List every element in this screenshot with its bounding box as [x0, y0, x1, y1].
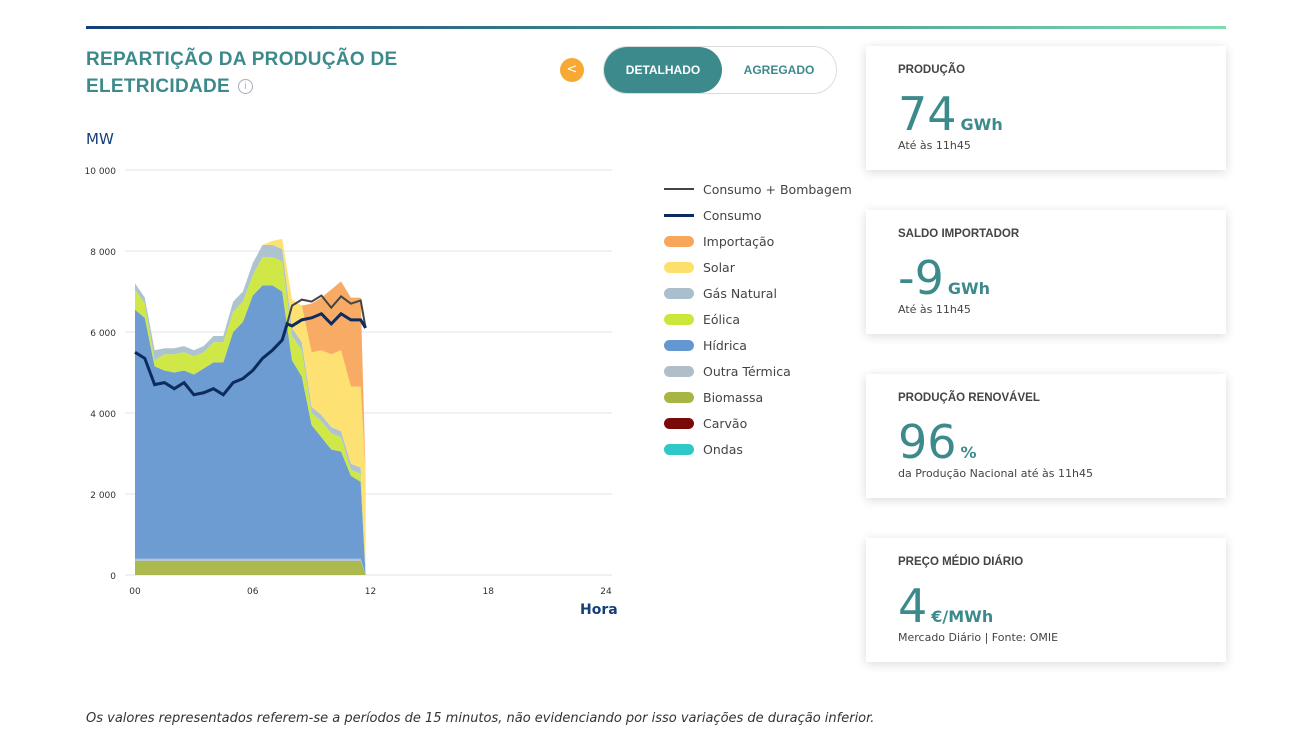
legend-swatch	[664, 213, 694, 217]
legend-swatch	[664, 188, 694, 190]
legend-label: Importação	[703, 233, 775, 249]
legend-label: Hídrica	[703, 337, 747, 353]
y-tick-label: 0	[110, 572, 116, 582]
legend-label: Consumo + Bombagem	[703, 181, 852, 197]
share-button[interactable]: <	[560, 58, 584, 82]
legend-item[interactable]: Carvão	[664, 410, 852, 436]
legend-item[interactable]: Hídrica	[664, 332, 852, 358]
line-consumo-bombagem	[286, 294, 367, 329]
legend-swatch	[664, 391, 694, 403]
card-label: PREÇO MÉDIO DIÁRIO	[898, 556, 1024, 568]
legend-label: Carvão	[703, 415, 748, 431]
area-biomassa	[135, 560, 366, 575]
title-line-2: ELETRICIDADE	[86, 76, 230, 97]
title-line-1: REPARTIÇÃO DA PRODUÇÃO DE	[86, 49, 398, 70]
card-value: -9 GWh	[898, 251, 991, 305]
card-sub: da Produção Nacional até às 11h45	[898, 467, 1093, 480]
legend-item[interactable]: Solar	[664, 254, 852, 280]
legend-label: Consumo	[703, 207, 762, 223]
legend-item[interactable]: Gás Natural	[664, 280, 852, 306]
legend-label: Outra Térmica	[703, 363, 791, 379]
card-producao-renovavel: PRODUÇÃO RENOVÁVEL 96% da Produção Naciona…	[866, 374, 1226, 498]
legend-item[interactable]: Ondas	[664, 436, 852, 462]
legend-item[interactable]: Importação	[664, 228, 852, 254]
card-sub: Até às 11h45	[898, 139, 971, 152]
legend-swatch	[664, 443, 694, 455]
card-value: 74 GWh	[898, 87, 1003, 141]
x-tick-label: 12	[365, 587, 376, 597]
card-producao: PRODUÇÃO 74 GWh Até às 11h45	[866, 46, 1226, 170]
legend-item[interactable]: Outra Térmica	[664, 358, 852, 384]
x-tick-label: 06	[247, 587, 259, 597]
legend-label: Ondas	[703, 441, 743, 457]
y-tick-label: 8 000	[90, 248, 116, 258]
card-saldo-importador: SALDO IMPORTADOR -9 GWh Até às 11h45	[866, 210, 1226, 334]
card-sub: Até às 11h45	[898, 303, 971, 316]
x-tick-label: 18	[483, 587, 495, 597]
line-consumo	[134, 311, 367, 397]
legend-item[interactable]: Consumo	[664, 202, 852, 228]
view-toggle: DETALHADO AGREGADO	[603, 46, 837, 94]
area-solar	[135, 238, 366, 575]
top-accent-bar	[86, 26, 1226, 29]
x-axis-label: Hora	[580, 602, 618, 618]
legend-swatch	[664, 417, 694, 429]
card-preco-medio: PREÇO MÉDIO DIÁRIO 4 €/MWh Mercado Diário |…	[866, 538, 1226, 662]
legend-swatch	[664, 365, 694, 377]
card-value: 96%	[898, 415, 977, 469]
legend-item[interactable]: Biomassa	[664, 384, 852, 410]
legend-item[interactable]: Eólica	[664, 306, 852, 332]
legend-label: Biomassa	[703, 389, 764, 405]
x-tick-label: 00	[129, 587, 141, 597]
footnote: Os valores representados referem-se a pe…	[86, 711, 875, 726]
area-h-drica	[135, 285, 366, 575]
tab-detalhado[interactable]: DETALHADO	[604, 47, 722, 93]
legend-swatch	[664, 287, 694, 299]
y-tick-label: 4 000	[90, 410, 116, 420]
legend-label: Solar	[703, 259, 735, 275]
card-label: PRODUÇÃO RENOVÁVEL	[898, 392, 1040, 404]
tab-agregado[interactable]: AGREGADO	[743, 63, 815, 77]
y-axis-label: MW	[86, 130, 114, 148]
y-tick-label: 6 000	[90, 329, 116, 339]
legend-label: Gás Natural	[703, 285, 777, 301]
y-tick-label: 10 000	[85, 167, 117, 177]
legend-swatch	[664, 261, 694, 273]
legend-swatch	[664, 339, 694, 351]
legend-swatch	[664, 235, 694, 247]
card-label: SALDO IMPORTADOR	[898, 228, 1020, 240]
legend-swatch	[664, 313, 694, 325]
x-tick-label: 24	[600, 587, 612, 597]
chart-legend: Consumo + Bombagem Consumo Importação Solar…	[664, 176, 852, 462]
card-label: PRODUÇÃO	[898, 64, 966, 76]
area-outra-t-rmica	[135, 558, 366, 575]
y-tick-label: 2 000	[90, 491, 116, 501]
info-icon[interactable]: i	[238, 79, 253, 95]
card-value: 4 €/MWh	[898, 579, 994, 633]
legend-item[interactable]: Consumo + Bombagem	[664, 176, 852, 202]
page-title: REPARTIÇÃO DA PRODUÇÃO DE ELETRICIDADE i	[86, 46, 398, 100]
card-sub: Mercado Diário | Fonte: OMIE	[898, 631, 1059, 644]
share-icon: <	[566, 62, 578, 77]
legend-label: Eólica	[703, 311, 741, 327]
